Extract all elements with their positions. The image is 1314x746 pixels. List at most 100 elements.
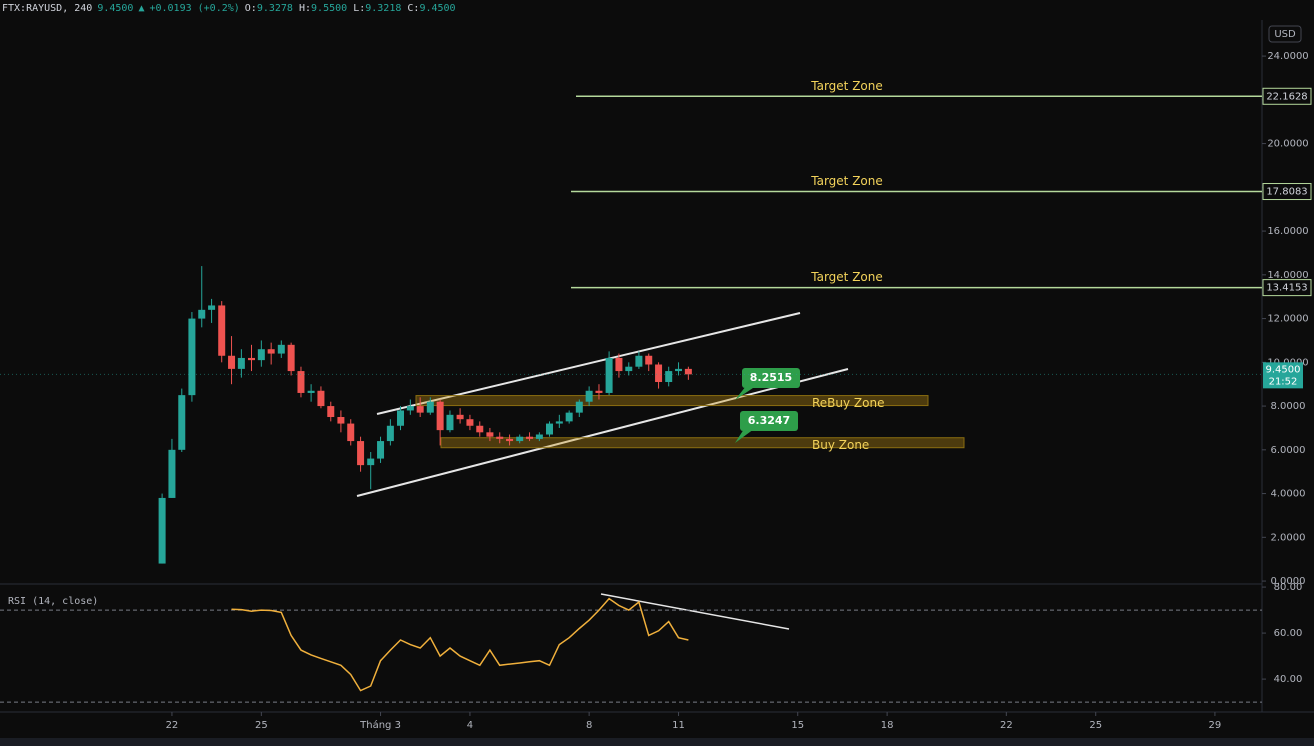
- ohlc-key: O:: [244, 3, 257, 14]
- ohlc-value: 9.3278: [256, 3, 293, 14]
- candle-body: [327, 406, 335, 418]
- candle-body: [506, 438, 514, 442]
- candle-body: [317, 390, 325, 407]
- symbol: FTX:RAYUSD, 240: [2, 3, 93, 14]
- candle-body: [337, 417, 345, 424]
- candle-body: [158, 497, 166, 564]
- candle-body: [406, 406, 414, 411]
- target-tag: [1262, 279, 1312, 297]
- target-label: Target Zone: [810, 174, 883, 188]
- candle-body: [535, 434, 543, 439]
- callout-box: [742, 368, 800, 388]
- candle-body: [397, 410, 405, 426]
- x-tick-label: 22: [166, 720, 179, 731]
- last-price: 9.4500: [97, 3, 134, 14]
- countdown: 21:52: [1269, 376, 1298, 387]
- candle-body: [565, 412, 573, 422]
- target-tag-value: 13.4153: [1266, 283, 1307, 294]
- target-tag: [1262, 87, 1312, 105]
- x-tick-label: 25: [255, 720, 268, 731]
- candle-body: [287, 344, 295, 372]
- candle-body: [516, 436, 524, 442]
- y-tick-label: 4.0000: [1271, 489, 1306, 500]
- candle-body: [476, 425, 484, 433]
- candle-body: [436, 401, 444, 431]
- zone-label: Buy Zone: [812, 438, 869, 452]
- candle-body: [267, 349, 275, 354]
- channel-lower: [356, 368, 849, 497]
- candle-body: [208, 305, 216, 310]
- candle-body: [367, 458, 375, 466]
- candle-body: [486, 432, 494, 437]
- candle-body: [228, 355, 236, 369]
- callout-pointer: [735, 429, 754, 443]
- candle-body: [248, 357, 256, 361]
- candle-body: [575, 401, 583, 413]
- candle-body: [545, 423, 553, 435]
- rsi-line: [231, 597, 689, 692]
- ohlc-value: 9.3218: [365, 3, 402, 14]
- zone-box: [415, 395, 929, 407]
- x-tick-label: 25: [1089, 720, 1102, 731]
- candle-body: [585, 390, 593, 402]
- ohlc: O:9.3278 H:9.5500 L:9.3218 C:9.4500: [245, 3, 456, 14]
- ohlc-value: 9.5500: [311, 3, 348, 14]
- rsi-y-tick-label: 80.00: [1274, 582, 1303, 593]
- x-tick-label: Tháng 3: [359, 719, 401, 731]
- candle-body: [416, 406, 424, 413]
- x-tick-label: 8: [586, 720, 592, 731]
- candle-body: [665, 371, 673, 383]
- callout-pointer: [735, 386, 756, 400]
- candle-body: [188, 318, 196, 396]
- y-tick-label: 0.0000: [1271, 576, 1306, 587]
- candle-body: [257, 349, 265, 361]
- target-tag-value: 22.1628: [1266, 91, 1307, 102]
- y-tick-label: 14.0000: [1267, 270, 1308, 281]
- candle-body: [635, 355, 643, 367]
- candle-body: [605, 357, 613, 393]
- candle-body: [237, 357, 245, 369]
- y-tick-label: 24.0000: [1267, 51, 1308, 62]
- candle-body: [684, 368, 692, 375]
- callout-value: 6.3247: [748, 414, 790, 427]
- candle-body: [456, 414, 464, 420]
- candle-body: [645, 355, 653, 365]
- ohlc-key: H:: [298, 3, 312, 14]
- zone-label: ReBuy Zone: [812, 396, 885, 410]
- candle-body: [625, 366, 633, 372]
- y-tick-label: 20.0000: [1267, 139, 1308, 150]
- candle-body: [277, 344, 285, 354]
- x-tick-label: 29: [1209, 720, 1222, 731]
- ohlc-key: C:: [407, 3, 420, 14]
- x-tick-label: 4: [467, 720, 473, 731]
- last-price-tag: [1263, 362, 1303, 389]
- candle-body: [426, 401, 434, 413]
- y-tick-label: 12.0000: [1267, 314, 1308, 325]
- target-tag-value: 17.8083: [1266, 187, 1307, 198]
- callout-box: [740, 411, 798, 431]
- x-tick-label: 18: [881, 720, 894, 731]
- candle-body: [526, 436, 534, 439]
- rsi-title: RSI (14, close): [8, 596, 98, 607]
- x-tick-label: 22: [1000, 720, 1013, 731]
- rsi-y-tick-label: 60.00: [1274, 628, 1303, 639]
- candle-body: [218, 305, 226, 356]
- target-label: Target Zone: [810, 270, 883, 284]
- candle-body: [466, 419, 474, 426]
- candle-body: [198, 309, 206, 319]
- zone-box: [440, 437, 965, 449]
- target-label: Target Zone: [810, 79, 883, 93]
- rsi-trendline: [600, 593, 790, 630]
- x-tick-label: 11: [672, 720, 685, 731]
- y-tick-label: 16.0000: [1267, 226, 1308, 237]
- candle-body: [555, 421, 563, 424]
- candle-body: [595, 390, 603, 393]
- candle-body: [377, 441, 385, 459]
- candle-body: [307, 390, 315, 393]
- y-tick-label: 6.0000: [1271, 445, 1306, 456]
- currency-label: USD: [1274, 29, 1296, 40]
- callout-value: 8.2515: [750, 371, 792, 384]
- candle-body: [178, 395, 186, 450]
